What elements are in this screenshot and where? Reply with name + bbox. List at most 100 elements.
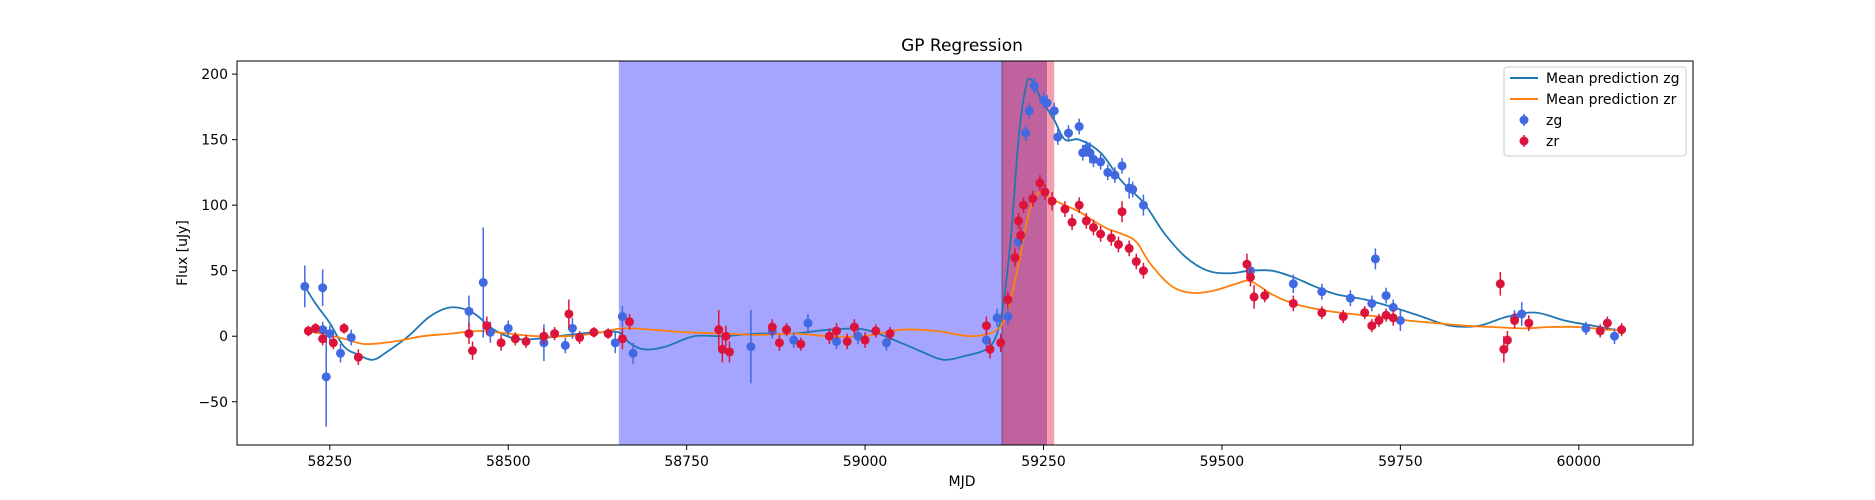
point-zr (1035, 178, 1045, 188)
point-zr (782, 325, 792, 335)
point-zr (1381, 310, 1391, 320)
point-zr (774, 338, 784, 348)
legend: Mean prediction zg Mean prediction zr zg… (1503, 66, 1687, 157)
point-zr (1388, 313, 1398, 323)
point-zg (1317, 287, 1327, 297)
point-zg (1288, 279, 1298, 289)
point-zr (603, 329, 613, 339)
point-zg (503, 323, 513, 333)
point-zr (1502, 335, 1512, 345)
point-zr (1317, 308, 1327, 318)
legend-swatch-zg-marker (1519, 115, 1529, 125)
chart-title: GP Regression (901, 36, 1023, 56)
point-zr (353, 352, 363, 362)
y-tick-label: 200 (201, 67, 228, 83)
legend-label-zr-mean: Mean prediction zr (1546, 92, 1677, 108)
point-zr (1499, 344, 1509, 354)
point-zg (628, 348, 638, 358)
point-zr (1106, 233, 1116, 243)
point-zr (824, 331, 834, 341)
legend-swatch-zr-marker (1519, 136, 1529, 146)
point-zg (1395, 315, 1405, 325)
point-zg (1388, 302, 1398, 312)
point-zr (1124, 243, 1134, 253)
point-zr (550, 329, 560, 339)
point-zr (1014, 216, 1024, 226)
point-zr (339, 323, 349, 333)
point-zr (832, 326, 842, 336)
point-zr (564, 309, 574, 319)
point-zr (767, 322, 777, 332)
shaded-region-0 (618, 61, 1003, 445)
point-zg (1029, 81, 1039, 91)
point-zr (625, 317, 635, 327)
point-zr (871, 326, 881, 336)
x-tick-label: 59500 (1200, 454, 1245, 470)
y-tick-label: −50 (198, 395, 228, 411)
point-zr (539, 331, 549, 341)
point-zr (1016, 230, 1026, 240)
point-zg (992, 313, 1002, 323)
point-zg (1096, 157, 1106, 167)
point-zg (1021, 128, 1031, 138)
point-zg (464, 306, 474, 316)
point-zg (803, 318, 813, 328)
point-zr (1602, 318, 1612, 328)
point-zr (1510, 315, 1520, 325)
point-zr (981, 321, 991, 331)
point-zg (1367, 298, 1377, 308)
point-zg (1053, 132, 1063, 142)
point-zg (1049, 106, 1059, 116)
point-zg (832, 336, 842, 346)
point-zg (1088, 154, 1098, 164)
point-zr (1096, 229, 1106, 239)
x-axis-label: MJD (949, 474, 976, 490)
point-zr (311, 323, 321, 333)
point-zr (1242, 259, 1252, 269)
point-zr (1338, 312, 1348, 322)
point-zr (468, 346, 478, 356)
point-zr (714, 325, 724, 335)
point-zr (589, 327, 599, 337)
point-zg (746, 342, 756, 352)
legend-label-zg-mean: Mean prediction zg (1546, 71, 1680, 87)
point-zr (1047, 196, 1057, 206)
point-zr (1249, 292, 1259, 302)
point-zr (1081, 216, 1091, 226)
point-zr (1288, 298, 1298, 308)
point-zg (300, 281, 310, 291)
point-zr (1019, 200, 1029, 210)
x-axis: 58250 58500 58750 59000 59250 59500 59750 60000 (308, 445, 1602, 470)
point-zr (510, 334, 520, 344)
point-zg (318, 283, 328, 293)
point-zr (996, 338, 1006, 348)
x-tick-label: 58750 (664, 454, 709, 470)
point-zg (981, 335, 991, 345)
point-zg (1117, 161, 1127, 171)
point-zg (1074, 122, 1084, 132)
y-tick-label: 150 (201, 133, 228, 149)
point-zr (849, 322, 859, 332)
point-zr (1010, 253, 1020, 263)
x-tick-label: 58250 (308, 454, 353, 470)
point-zr (724, 347, 734, 357)
point-zg (789, 335, 799, 345)
data-points (300, 78, 1627, 427)
point-zg (325, 329, 335, 339)
point-zg (1128, 184, 1138, 194)
point-zg (478, 277, 488, 287)
point-zr (328, 338, 338, 348)
x-tick-label: 60000 (1557, 454, 1602, 470)
point-zr (575, 333, 585, 343)
point-zr (1074, 200, 1084, 210)
point-zg (881, 338, 891, 348)
y-tick-label: 100 (201, 198, 228, 214)
point-zr (1138, 266, 1148, 276)
point-zg (346, 333, 356, 343)
y-axis: −50 0 50 100 150 200 (198, 67, 237, 411)
y-tick-label: 50 (210, 264, 228, 280)
legend-label-zr: zr (1546, 134, 1559, 150)
shaded-region-2 (1047, 61, 1055, 445)
point-zg (321, 372, 331, 382)
x-tick-label: 59000 (843, 454, 888, 470)
